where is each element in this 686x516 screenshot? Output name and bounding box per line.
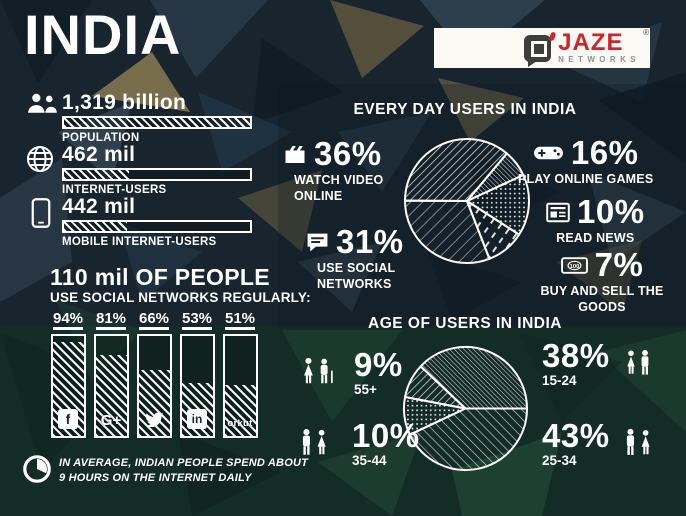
page-title: INDIA [24,3,182,66]
registered-mark: ® [643,28,649,37]
bar-twitter: 66% [136,311,172,438]
bar-google-plus: 81% G+ [93,311,129,438]
adult-couple-icon [302,429,326,455]
logo-brand-text: JAZE [558,29,624,56]
stat-age-55plus: 9% 55+ [298,346,403,397]
linkedin-icon: in [187,409,207,429]
social-title: 110 mil OF PEOPLE [50,264,270,290]
gamepad-icon [533,146,563,160]
stat-percent: 36% [314,135,382,172]
logo-speech-bubble-icon [524,30,557,67]
elderly-couple-icon [304,357,333,384]
stat-value: 462 mil [62,143,136,166]
stat-age-25-34: 43% 25-34 [542,417,666,468]
svg-text:100: 100 [569,263,579,269]
internet-globe-icon [27,146,53,172]
stat-watch-video: 36% WATCH VIDEO ONLINE [283,135,384,205]
stat-percent: 7% [594,246,644,283]
stat-internet-users: 462 mil INTERNET-USERS [26,144,288,196]
population-icon [28,93,57,113]
mobile-phone-icon [31,198,51,228]
bar-linkedin: 53% in [179,311,215,438]
stat-label: READ NEWS [556,231,635,245]
age-section-title: AGE OF USERS IN INDIA [368,315,562,332]
bar-value-label: 51% [224,311,256,330]
pie-slice-36pct [404,138,508,202]
young-couple-icon [626,349,648,375]
stat-progress-bar [62,116,252,129]
stat-value: 442 mil [62,195,136,218]
stat-percent: 10% [352,417,420,454]
stat-online-games: 16% PLAY ONLINE GAMES [518,134,654,187]
stat-buy-sell: 100 7% BUY AND SELL THE GOODS [524,246,680,316]
bar-orkut: 51% orkut [222,311,258,438]
google-plus-icon: G+ [100,412,122,429]
stat-label: INTERNET-USERS [62,184,167,196]
news-icon [546,202,570,222]
stat-label: WATCH VIDEO ONLINE [294,173,384,204]
bar-value-label: 53% [181,311,213,330]
jaze-networks-logo: JAZE NETWORKS ® [434,28,650,68]
stat-age-15-24: 38% 15-24 [542,337,664,388]
stat-age-35-44: 10% 35-44 [296,417,420,468]
stat-percent: 10% [577,193,645,230]
age-users-pie-chart [403,345,529,472]
clock-icon [23,455,51,483]
orkut-icon: orkut [227,418,253,429]
pie-slice-16pct [466,173,530,236]
stat-label: POPULATION [62,132,140,144]
twitter-icon [145,412,164,428]
social-subtitle: USE SOCIAL NETWORKS REGULARLY: [50,290,311,305]
logo-sub-text: NETWORKS [558,55,640,64]
stat-percent: 43% [542,417,610,454]
stat-percent: 9% [354,346,403,383]
stat-label: BUY AND SELL THE GOODS [540,284,664,315]
everyday-users-pie-chart [403,138,530,264]
chat-icon [307,233,328,251]
stat-percent: 31% [336,223,404,260]
pie-slice-38pct [419,345,529,410]
money-icon: 100 [560,256,588,274]
stat-label: 25-34 [542,453,577,468]
stat-progress-bar [62,168,252,181]
daily-usage-note: IN AVERAGE, INDIAN PEOPLE SPEND ABOUT 9 … [59,457,309,485]
facebook-icon: f [58,409,78,429]
stat-mobile-internet-users: 442 mil MOBILE INTERNET-USERS [26,196,288,248]
stat-percent: 38% [542,337,610,374]
stat-percent: 16% [570,134,639,171]
pie-slice-31pct [403,199,491,264]
pie-slice-43pct [408,407,529,472]
stat-label: 55+ [354,382,377,397]
bar-value-label: 81% [95,311,127,330]
video-icon [285,146,305,163]
stat-label: USE SOCIAL NETWORKS [317,261,396,292]
everyday-section-title: EVERY DAY USERS IN INDIA [353,101,577,118]
stat-social-networks: 31% USE SOCIAL NETWORKS [306,223,404,293]
stat-label: MOBILE INTERNET-USERS [62,236,217,248]
stat-label: 15-24 [542,373,577,388]
bar-value-label: 94% [52,311,84,330]
couple-icon [626,428,650,455]
stat-read-news: 10% READ NEWS [546,193,645,246]
logo-apostrophe [548,30,557,42]
bar-value-label: 66% [138,311,170,330]
stat-value: 1,319 billion [62,91,187,114]
stat-progress-bar [62,220,252,233]
stat-population: 1,319 billion POPULATION [26,92,288,144]
stat-label: 35-44 [352,453,387,468]
stat-label: PLAY ONLINE GAMES [518,172,654,186]
bar-facebook: 94% f [50,311,86,438]
